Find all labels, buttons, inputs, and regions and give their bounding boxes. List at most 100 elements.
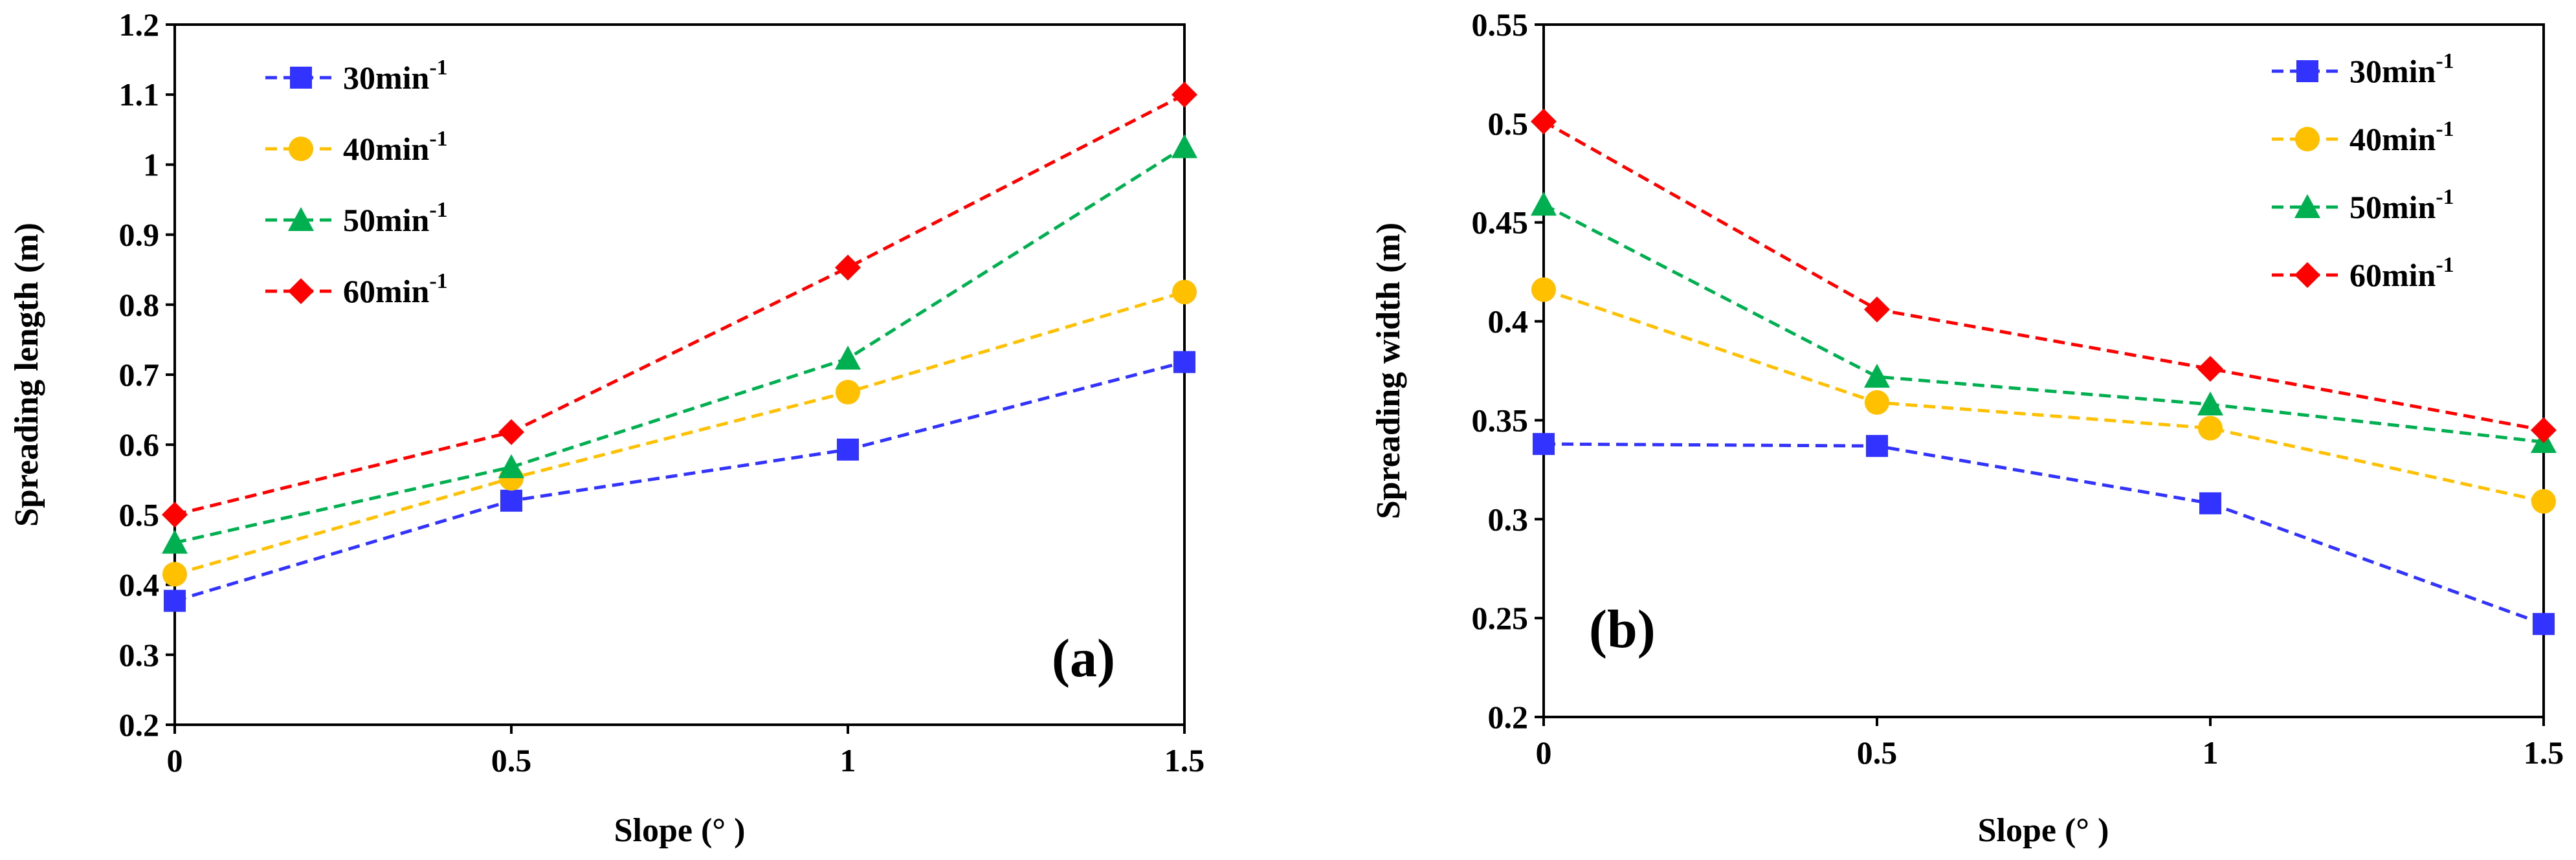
legend-marker (2294, 194, 2320, 218)
legend-marker (2296, 60, 2318, 82)
y-tick-label: 0.5 (119, 496, 160, 533)
series-30min (1533, 433, 2555, 635)
legend-marker (288, 207, 314, 231)
series-line (174, 290, 1185, 576)
chart-panel-a: 0.2 0.3 0.4 0.5 0.6 0.7 0.8 0.9 1 1.1 1.2 0 0.5 1 1.5… (8, 6, 1205, 849)
x-axis-ticks: 0 0.5 1 1.5 (167, 725, 1205, 778)
legend-item: 40min-1 (2272, 117, 2454, 157)
legend-label: 50min-1 (343, 198, 448, 238)
legend-marker (290, 67, 312, 89)
data-point (1171, 82, 1197, 108)
y-axis-title: Spreading width (m) (1370, 223, 1407, 519)
data-point (2197, 391, 2223, 415)
y-tick-label: 0.4 (1488, 303, 1529, 340)
x-tick-label: 1.5 (2524, 734, 2564, 771)
y-axis-ticks: 0.2 0.25 0.3 0.35 0.4 0.45 0.5 0.55 (1472, 6, 1544, 735)
data-point (498, 419, 524, 445)
y-tick-label: 1 (143, 146, 159, 182)
data-point (2199, 492, 2221, 514)
x-tick-label: 0 (167, 742, 183, 778)
y-axis-title: Spreading length (m) (8, 223, 45, 527)
legend-label-superscript: -1 (2436, 117, 2454, 141)
legend-label: 30min-1 (343, 56, 448, 96)
legend-label-superscript: -1 (2436, 49, 2454, 73)
data-point (836, 380, 860, 405)
series-layer (162, 82, 1197, 612)
data-point (1864, 364, 1890, 388)
data-point (162, 529, 188, 554)
y-axis-ticks: 0.2 0.3 0.4 0.5 0.6 0.7 0.8 0.9 1 1.1 1.2 (119, 6, 175, 743)
series-layer (1531, 108, 2557, 635)
legend-label: 40min-1 (343, 127, 448, 167)
y-tick-label: 0.7 (119, 357, 160, 393)
data-point (2197, 355, 2223, 382)
legend-marker (288, 278, 314, 304)
data-point (2533, 613, 2555, 635)
y-tick-label: 0.3 (1488, 501, 1529, 537)
legend-label: 40min-1 (2349, 117, 2454, 157)
data-point (498, 454, 524, 478)
data-point (1172, 280, 1197, 305)
legend-marker (289, 137, 313, 161)
y-tick-label: 0.35 (1472, 402, 1529, 438)
panel-label: (b) (1589, 599, 1656, 659)
legend-label-superscript: -1 (429, 56, 447, 80)
series-60min (162, 82, 1197, 528)
legend-label-superscript: -1 (429, 127, 447, 151)
y-tick-label: 0.3 (119, 637, 160, 673)
x-tick-label: 0.5 (491, 742, 532, 778)
legend-marker (2295, 127, 2320, 151)
y-tick-label: 1.2 (119, 6, 160, 43)
data-point (500, 489, 522, 512)
legend-label: 60min-1 (2349, 253, 2454, 293)
data-point (1865, 390, 1889, 415)
data-point (162, 562, 187, 587)
x-axis-title: Slope (° ) (1978, 812, 2109, 849)
series-40min (1531, 277, 2556, 514)
data-point (837, 438, 859, 461)
data-point (2198, 415, 2223, 441)
series-line (1543, 288, 2544, 503)
x-tick-label: 1 (840, 742, 856, 778)
legend-label: 50min-1 (2349, 185, 2454, 225)
legend-label-superscript: -1 (429, 269, 447, 293)
series-line (174, 93, 1186, 516)
y-tick-label: 0.55 (1472, 6, 1529, 43)
y-tick-label: 0.2 (119, 707, 160, 743)
data-point (2531, 417, 2557, 443)
series-line (174, 360, 1185, 602)
x-axis-ticks: 0 0.5 1 1.5 (1536, 717, 2564, 771)
legend-label: 30min-1 (2349, 49, 2454, 89)
data-point (1171, 134, 1197, 159)
series-30min (164, 351, 1195, 612)
data-point (164, 590, 186, 612)
legend-item: 50min-1 (265, 198, 448, 238)
plot-area-frame (173, 23, 1186, 726)
y-tick-label: 0.25 (1472, 600, 1529, 636)
series-50min (162, 134, 1197, 554)
data-point (1866, 435, 1888, 458)
panel-label: (a) (1052, 628, 1115, 689)
legend-label-superscript: -1 (2436, 253, 2454, 277)
legend-item: 40min-1 (265, 127, 448, 167)
series-line (1542, 203, 2544, 444)
y-tick-label: 0.8 (119, 287, 160, 323)
series-40min (162, 280, 1197, 587)
y-tick-label: 0.6 (119, 426, 160, 463)
chart-panel-b: 0.2 0.25 0.3 0.35 0.4 0.45 0.5 0.55 0 0.5 1 1.5 Sl… (1370, 6, 2564, 849)
legend-item: 30min-1 (265, 56, 448, 96)
legend-item: 50min-1 (2272, 185, 2454, 225)
legend-item: 60min-1 (2272, 253, 2454, 293)
legend: 30min-1 40min-1 50min-1 60min-1 (2272, 49, 2454, 293)
series-60min (1531, 108, 2557, 443)
x-tick-label: 0.5 (1857, 734, 1898, 771)
data-point (835, 254, 861, 281)
series-line (1543, 442, 2544, 626)
data-point (162, 502, 188, 528)
data-point (1173, 351, 1195, 373)
legend-marker (2294, 262, 2320, 288)
y-tick-label: 0.5 (1488, 105, 1529, 142)
legend-label-superscript: -1 (2436, 185, 2454, 209)
data-point (1531, 192, 1557, 216)
